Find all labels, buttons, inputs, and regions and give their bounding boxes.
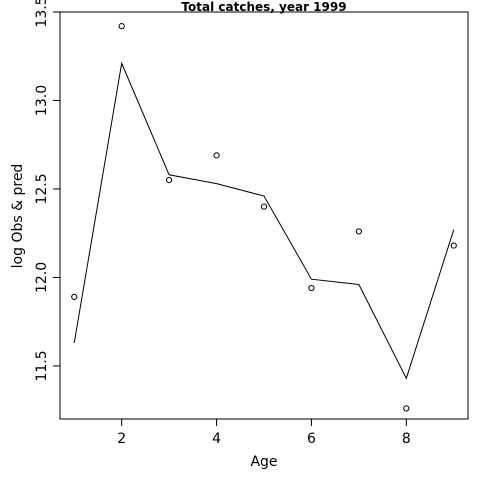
observed-point [71,293,78,300]
predicted-line [73,61,455,380]
observed-point [166,177,173,184]
chart-title: Total catches, year 1999 [181,0,346,14]
x-tick-label: 2 [117,431,126,447]
plot-frame [59,11,469,420]
observed-point [308,284,315,292]
observed-point [355,228,362,235]
y-tick-label: 12.5 [34,173,50,204]
observed-point [213,152,220,159]
y-tick-label: 11.5 [34,350,50,381]
observed-point [260,203,268,210]
x-tick-label: 8 [402,431,411,447]
observed-point [118,23,125,30]
observed-point [450,242,457,249]
observed-points [71,23,457,412]
x-axis: 2 4 6 8 [117,418,411,447]
y-axis: 11.5 12.0 12.5 13.0 13.5 [34,0,61,381]
predicted-series-line [73,61,455,380]
y-tick-label: 12.0 [34,262,50,293]
y-axis-label: log Obs & pred [10,164,26,269]
y-tick-label: 13.0 [34,85,50,116]
x-tick-label: 4 [212,431,221,447]
x-axis-label: Age [250,454,277,470]
x-tick-label: 6 [307,431,316,447]
y-tick-label: 13.5 [34,0,50,28]
observed-point [403,405,410,412]
